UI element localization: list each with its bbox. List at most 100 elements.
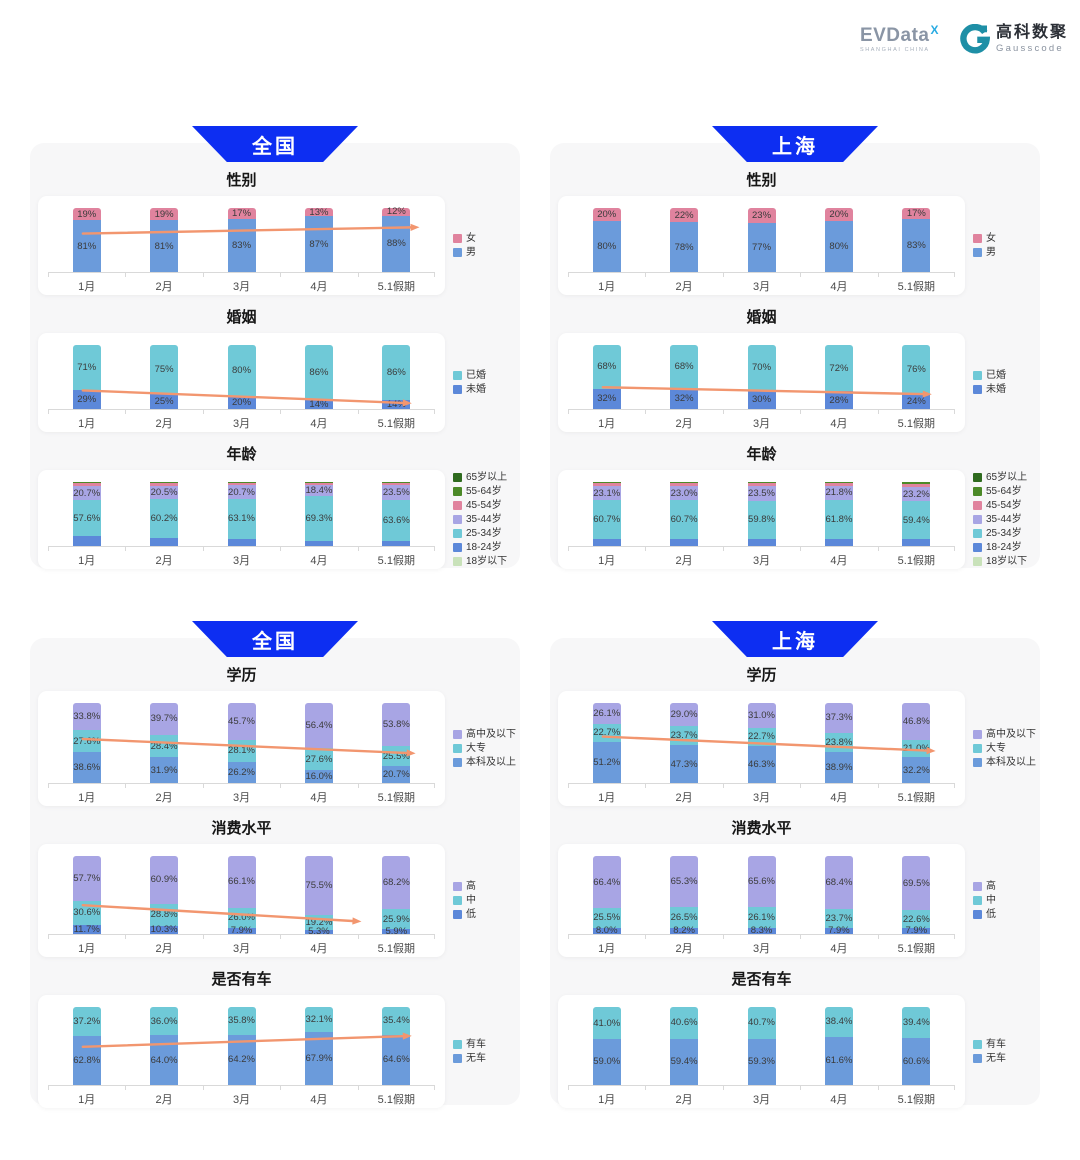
bar-group: 64.2% 35.8% [203,1007,280,1085]
x-axis-label: 4月 [310,943,328,955]
stacked-bar: 8.0% 25.5% 66.4% [592,856,621,936]
bar-segment: 23.5% [747,485,776,501]
bar-segment: 8.0% [592,925,621,936]
x-axis-label: 1月 [598,555,616,567]
bar-segment: 37.3% [824,703,853,733]
legend-swatch [453,557,462,566]
bar-group: 80% 20% [800,208,877,272]
x-axis-label: 4月 [310,792,328,804]
axis-tick [568,935,569,939]
bar-group: 16.0% 27.6% 56.4% [280,703,357,783]
bar-group: 7.9% 22.6% 69.5% [878,856,955,936]
legend-label: 大专 [466,742,486,754]
gausscode-logo: 高科数聚 Gausscode [960,24,1068,54]
stacked-bar: 20% 80% [227,345,256,409]
legend-item: 低 [453,909,523,920]
bar-segment: 81% [150,220,179,272]
x-axis-label: 1月 [78,281,96,293]
x-axis-label: 1月 [78,1094,96,1106]
bar-plot: 81% 19% 81% 19% 83% 17% 87% 13% 88% 12% [48,206,435,272]
bar-segment: 68.2% [382,856,411,910]
x-axis-label: 1月 [598,792,616,804]
bar-segment: 20.5% [150,485,179,499]
evdata-logo-subtext: SHANGHAI CHINA [859,47,930,53]
chart-card: 81% 19% 81% 19% 83% 17% 87% 13% 88% 12% 1月 2月 3月 4月 5.… [38,196,445,295]
legend-label: 无车 [986,1052,1006,1064]
bar-segment: 30% [747,389,776,409]
bar-segment: 70% [747,345,776,390]
x-axis-label: 2月 [675,418,693,430]
axis-tick [434,1086,435,1090]
x-axis-label: 3月 [752,555,771,567]
bar-plot: 29% 71% 25% 75% 20% 80% 14% 86% 14% 86% [48,345,435,410]
bar-segment: 61.8% [824,499,853,540]
axis-tick [645,1086,647,1090]
bar-segment: 41.0% [592,1007,621,1039]
x-axis-label: 2月 [155,418,173,430]
legend-swatch [453,385,462,394]
bar-group: 59.4% 23.2% [878,482,955,546]
x-axis-label: 5.1假期 [897,555,935,567]
legend-label: 无车 [466,1052,486,1064]
chart-title: 是否有车 [731,971,792,988]
bar-group: 59.3% 40.7% [723,1007,800,1085]
axis-tick [357,547,359,551]
bar-segment: 35.4% [382,1007,411,1035]
chart-shanghai-marriage: 婚姻 32% 68% 32% 68% 30% 70% 28% 72% 24% 76% 1月 2月 3月 4月… [558,306,1036,432]
legend-swatch [973,882,982,891]
axis-tick [48,410,49,414]
bar-segment [824,482,853,483]
bar-segment: 29.0% [670,703,699,727]
bar-group: 20.7% 25.5% 53.8% [358,703,435,783]
legend: 有车 无车 [965,1039,1043,1064]
x-axis-label: 3月 [752,1094,771,1106]
bar-segment: 80% [824,220,853,272]
chart-card: 8.0% 25.5% 66.4% 8.2% 26.5% 65.3% 8.3% 26.1% 65.… [558,844,965,957]
bar-segment: 23.2% [902,486,931,502]
stacked-bar: 5.3% 19.2% 75.5% [304,856,333,937]
axis-tick [280,784,282,788]
bar-segment [592,482,621,486]
bar-group: 60.7% 23.0% [645,482,722,546]
legend-label: 已婚 [466,369,486,381]
x-axis: 1月 2月 3月 4月 5.1假期 [568,934,955,957]
legend-swatch [453,882,462,891]
stacked-bar: 14% 86% [382,345,411,410]
bar-segment: 38.6% [72,752,101,783]
bar-segment [150,483,179,486]
legend-label: 35-44岁 [986,513,1022,525]
axis-tick [645,410,647,414]
bar-group: 32% 68% [568,345,645,409]
chart-title: 消费水平 [211,820,272,837]
x-axis-label: 2月 [675,792,693,804]
x-axis-label: 3月 [752,418,771,430]
x-axis-label: 3月 [232,943,251,955]
bar-group: 47.3% 23.7% 29.0% [645,703,722,783]
legend-item: 女 [453,233,523,244]
bar-segment: 66.1% [227,856,256,908]
chart-title: 性别 [746,172,777,189]
chart-title: 学历 [226,667,257,684]
x-axis-label: 5.1假期 [377,418,415,430]
x-axis-label: 5.1假期 [377,555,415,567]
legend-item: 本科及以上 [973,757,1043,768]
bar-segment: 26.1% [747,907,776,928]
bar-segment: 64.2% [227,1034,256,1085]
x-axis-label: 5.1假期 [377,1094,415,1106]
bar-segment: 29% [72,390,101,409]
bar-plot: 51.2% 22.7% 26.1% 47.3% 23.7% 29.0% 46.3% 22.7%… [568,703,955,783]
bar-group: 32.2% 21.0% 46.8% [878,703,955,783]
bar-segment: 28.1% [227,739,256,763]
x-axis-label: 5.1假期 [377,281,415,293]
stacked-bar: 59.4% 40.6% [670,1007,699,1085]
stacked-bar: 59.4% 23.2% [902,482,931,546]
chart-card: 32% 68% 32% 68% 30% 70% 28% 72% 24% 76% 1月 2月 3月 4月 5.… [558,333,965,432]
axis-tick [202,547,204,551]
bar-segment: 87% [304,216,333,272]
bar-segment: 23.7% [670,726,699,746]
x-axis: 1月 2月 3月 4月 5.1假期 [48,546,435,569]
x-axis-label: 1月 [598,418,616,430]
legend-label: 35-44岁 [466,513,502,525]
bar-group: 78% 22% [645,208,722,272]
legend-item: 35-44岁 [973,513,1043,525]
